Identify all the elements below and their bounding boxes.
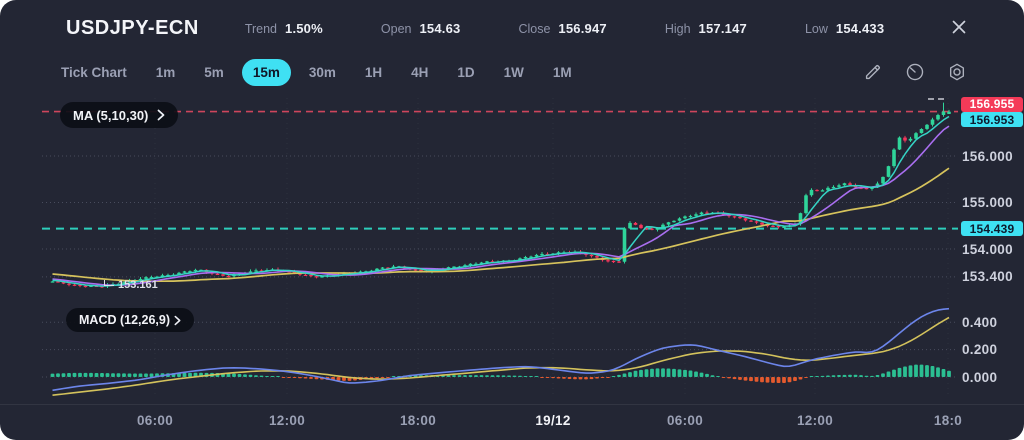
symbol-title: USDJPY-ECN	[66, 16, 199, 39]
price-axis-label: 156.000	[962, 148, 1013, 164]
macd-indicator-pill[interactable]: MACD (12,26,9)	[66, 308, 194, 332]
price-axis-label: 154.000	[962, 241, 1013, 257]
metric-label: Close	[518, 21, 551, 36]
metric-label: High	[664, 21, 691, 36]
last-price-badge: 156.953	[961, 112, 1023, 128]
price-axis-label: 153.400	[962, 269, 1013, 285]
ask-price-badge: 156.955	[961, 96, 1023, 112]
macd-axis-label: 0.200	[962, 342, 998, 358]
close-icon	[952, 20, 966, 34]
chevron-right-icon	[157, 109, 165, 121]
timer-icon[interactable]	[904, 61, 926, 83]
tab-5m[interactable]: 5m	[204, 64, 224, 80]
low-marker-value: 153.161	[118, 279, 158, 291]
macd-indicator-label: MACD (12,26,9)	[79, 313, 170, 327]
tab-1m[interactable]: 1M	[552, 64, 572, 80]
time-axis-label: 12:00	[268, 412, 306, 428]
ma-indicator-pill[interactable]: MA (5,10,30)	[60, 102, 179, 128]
timeframe-toolbar: Tick Chart 1m 5m 15m 30m 1H 4H 1D 1W 1M	[50, 56, 980, 88]
macd-axis-label: 0.000	[962, 369, 998, 385]
time-axis-separator	[0, 404, 1024, 405]
time-axis-label: 19/12	[535, 412, 571, 428]
metric-value: 154.63	[419, 20, 461, 36]
ma-indicator-label: MA (5,10,30)	[73, 107, 149, 123]
time-axis-label: 06:00	[136, 412, 174, 428]
metric-label: Trend	[244, 21, 278, 36]
tab-30m[interactable]: 30m	[308, 64, 336, 80]
tab-1m[interactable]: 1m	[155, 64, 176, 80]
draw-icon[interactable]	[862, 61, 884, 83]
metric-label: Low	[804, 21, 828, 36]
tab-4h[interactable]: 4H	[411, 64, 429, 80]
timeframe-tabs: Tick Chart 1m 5m 15m 30m 1H 4H 1D 1W 1M	[50, 58, 583, 86]
header-metrics: Trend 1.50% Open 154.63 Close 156.947 High 157.…	[245, 21, 884, 36]
time-axis-label: 12:00	[796, 412, 834, 428]
macd-axis-label: 0.400	[962, 314, 998, 330]
metric-open: Open 154.63	[381, 21, 461, 36]
metric-low: Low 154.433	[805, 21, 884, 36]
session-low-marker: 153.161	[104, 279, 158, 291]
time-axis-label: 18:0	[933, 412, 963, 428]
metric-close: Close 156.947	[518, 21, 606, 36]
close-button[interactable]	[950, 18, 968, 36]
tab-1w[interactable]: 1W	[503, 64, 524, 80]
tab-15m[interactable]: 15m	[241, 58, 291, 86]
metric-value: 156.947	[558, 20, 607, 36]
alert-price-badge: 154.439	[961, 221, 1023, 237]
metric-high: High 157.147	[665, 21, 747, 36]
metric-value: 154.433	[835, 20, 885, 36]
tab-1d[interactable]: 1D	[457, 64, 475, 80]
settings-icon[interactable]	[946, 61, 968, 83]
tab-1h[interactable]: 1H	[364, 64, 383, 80]
price-axis-label: 155.000	[962, 195, 1013, 210]
metric-label: Open	[380, 21, 412, 36]
toolbar-icons	[862, 61, 968, 83]
metric-value: 157.147	[698, 20, 747, 36]
time-axis-label: 06:00	[666, 412, 704, 428]
chevron-right-icon	[174, 315, 181, 325]
chart-header: USDJPY-ECN Trend 1.50% Open 154.63 Close 156.…	[66, 12, 980, 44]
time-axis-label: 18:00	[399, 412, 437, 428]
tab-tick-chart[interactable]: Tick Chart	[61, 64, 127, 80]
low-tick-icon	[104, 280, 114, 286]
metric-value: 1.50%	[285, 20, 323, 36]
metric-trend: Trend 1.50%	[245, 21, 323, 36]
